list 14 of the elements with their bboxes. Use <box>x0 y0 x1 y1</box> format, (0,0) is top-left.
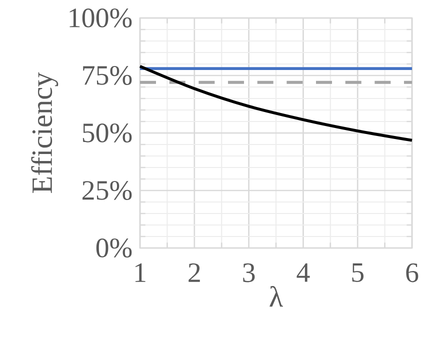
x-tick-label: 5 <box>352 263 364 282</box>
x-tick-label: 3 <box>243 263 255 282</box>
x-axis-title: λ <box>270 286 283 307</box>
y-tick-label: 100% <box>70 8 132 28</box>
x-tick-label: 6 <box>406 263 418 282</box>
x-tick-label: 4 <box>296 263 310 282</box>
y-tick-label: 75% <box>83 66 132 85</box>
y-tick-label: 25% <box>82 181 132 200</box>
x-tick-label: 2 <box>188 263 200 282</box>
y-tick-label: 0% <box>96 238 132 258</box>
y-tick-label: 50% <box>82 124 132 142</box>
y-axis-title: Efficiency <box>31 72 58 193</box>
line-series <box>138 64 414 142</box>
x-tick-label: 1 <box>135 263 146 282</box>
